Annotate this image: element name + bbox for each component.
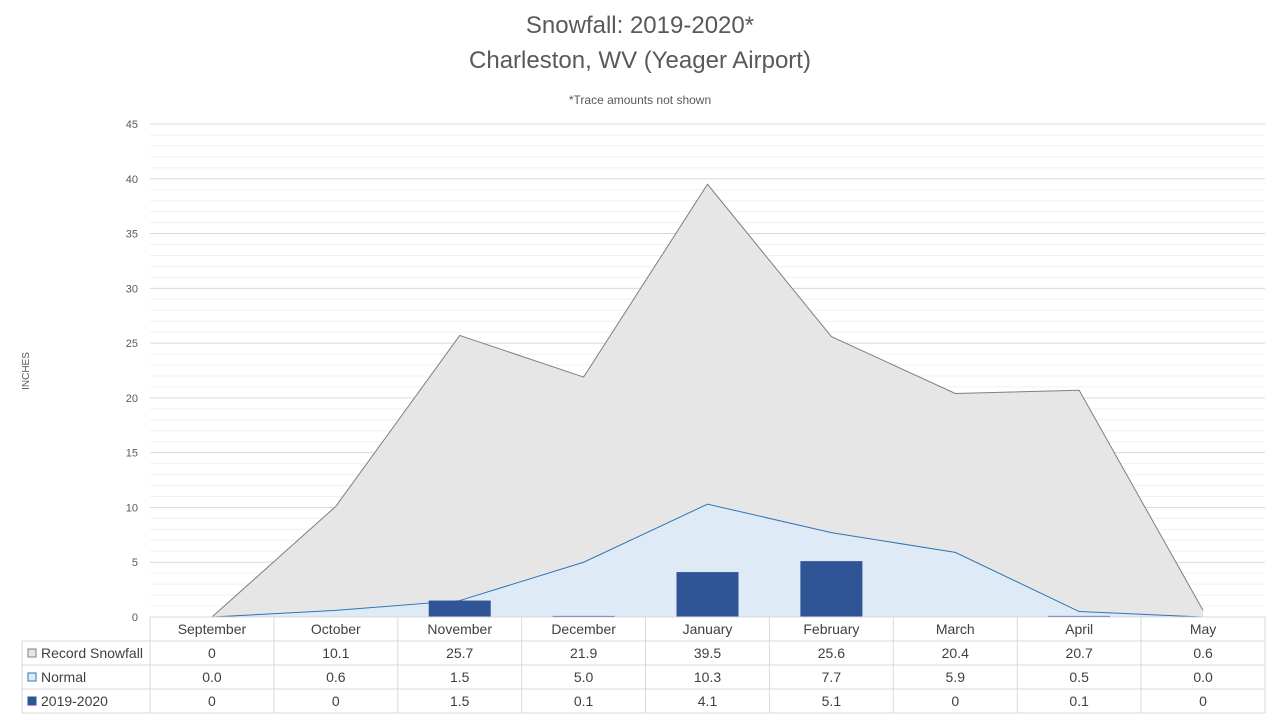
y-tick-label: 30 [126, 283, 138, 295]
data-label: 0 [951, 693, 959, 709]
x-tick-label: March [936, 621, 975, 637]
data-label: 4.1 [698, 693, 718, 709]
y-tick-labels: 0 5 10 15 20 25 30 35 40 45 [126, 119, 138, 624]
data-label: 21.9 [570, 645, 597, 661]
data-label: 1.5 [450, 669, 470, 685]
data-label: 5.1 [822, 693, 842, 709]
data-label: 7.7 [822, 669, 842, 685]
y-tick-label: 20 [126, 393, 138, 405]
bar [800, 561, 863, 617]
area-fill-series-1 [211, 504, 1204, 617]
x-tick-label: November [427, 621, 492, 637]
data-label: 10.1 [322, 645, 349, 661]
x-tick-label: October [311, 621, 361, 637]
x-tick-label: September [178, 621, 247, 637]
area-line-series-1 [211, 503, 1204, 618]
data-label: 0.1 [574, 693, 594, 709]
data-label: 0.1 [1069, 693, 1089, 709]
data-label: 25.6 [818, 645, 845, 661]
data-label: 0.5 [1069, 669, 1089, 685]
data-label: 20.7 [1066, 645, 1093, 661]
chart-subtitle: Charleston, WV (Yeager Airport) [469, 47, 811, 74]
legend-label: Record Snowfall [41, 645, 143, 661]
data-label: 5.9 [946, 669, 966, 685]
y-tick-label: 40 [126, 174, 138, 186]
data-label: 10.3 [694, 669, 721, 685]
data-label: 25.7 [446, 645, 473, 661]
data-label: 0.0 [202, 669, 222, 685]
x-tick-label: February [803, 621, 859, 637]
area-fill-series-0 [211, 184, 1204, 617]
legend-label: Normal [41, 669, 86, 685]
y-tick-label: 10 [126, 502, 138, 514]
bar [552, 615, 615, 617]
y-tick-label: 5 [132, 557, 138, 569]
area-series [211, 183, 1204, 618]
chart-note: *Trace amounts not shown [569, 93, 711, 107]
data-label: 0 [208, 645, 216, 661]
legend-key [27, 696, 37, 706]
y-tick-label: 0 [132, 612, 138, 624]
chart-title: Snowfall: 2019-2020* [526, 12, 754, 39]
data-label: 0.0 [1193, 669, 1213, 685]
bar [428, 600, 491, 617]
x-tick-label: December [551, 621, 616, 637]
bar [1048, 615, 1111, 617]
legend-key [27, 648, 37, 658]
legend-key [27, 672, 37, 682]
x-tick-label: April [1065, 621, 1093, 637]
y-axis-label: INCHES [21, 352, 32, 390]
data-label: 20.4 [942, 645, 969, 661]
y-tick-label: 25 [126, 338, 138, 350]
data-label: 1.5 [450, 693, 470, 709]
data-label: 0.6 [1193, 645, 1213, 661]
data-table: September October November December January F… [21, 616, 1266, 714]
y-tick-label: 45 [126, 119, 138, 131]
data-label: 0 [208, 693, 216, 709]
data-label: 0.6 [326, 669, 346, 685]
data-label: 5.0 [574, 669, 594, 685]
bar [676, 572, 739, 617]
bar-series [428, 561, 1111, 617]
data-label: 0 [332, 693, 340, 709]
y-tick-label: 15 [126, 448, 138, 460]
y-tick-label: 35 [126, 229, 138, 241]
data-label: 39.5 [694, 645, 721, 661]
legend-label: 2019-2020 [41, 693, 108, 709]
data-label: 0 [1199, 693, 1207, 709]
x-tick-label: May [1190, 621, 1216, 637]
x-tick-label: January [683, 621, 733, 637]
area-line-series-0 [211, 183, 1204, 618]
